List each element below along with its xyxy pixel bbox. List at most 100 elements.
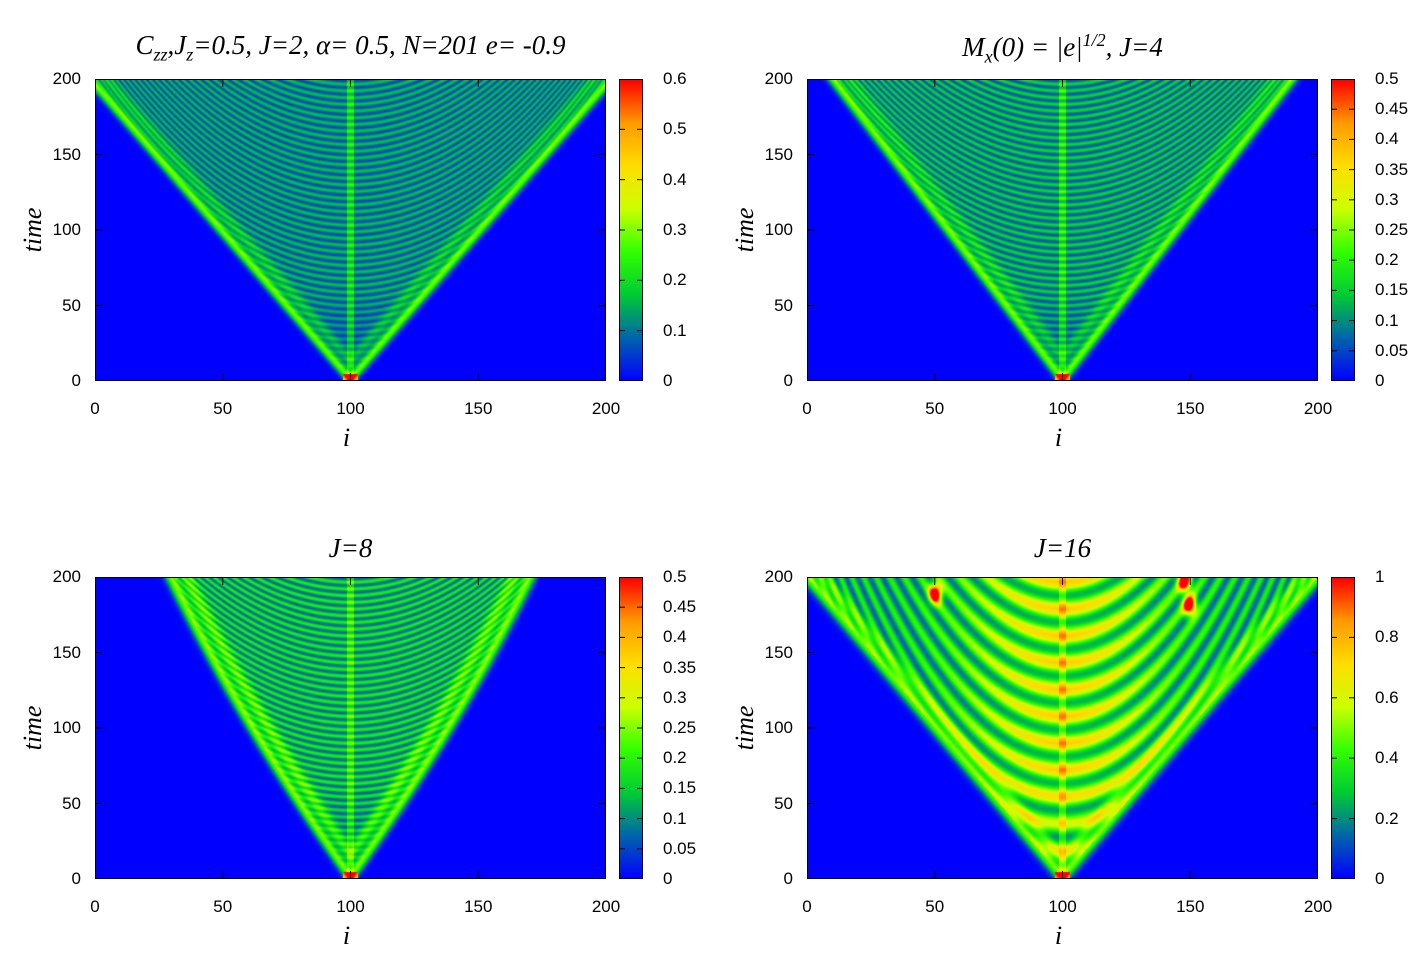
y-axis-label: time — [730, 705, 759, 751]
colorbar-tick-label: 0.4 — [663, 169, 687, 189]
y-tick-label: 200 — [764, 69, 793, 88]
colorbar-tick-label: 0.3 — [1375, 189, 1399, 209]
colorbar-tick-label: 0.5 — [663, 119, 687, 139]
y-tick-label: 50 — [62, 295, 81, 315]
heatmap-area — [807, 79, 1318, 381]
chart-title: J=8 — [328, 533, 373, 563]
colorbar-ticks — [619, 79, 643, 381]
heatmap-area — [95, 577, 606, 879]
x-tick-label: 200 — [1303, 399, 1333, 418]
y-tick-label: 100 — [52, 220, 81, 239]
x-tick-label: 150 — [464, 897, 493, 916]
x-tick-label: 50 — [213, 399, 233, 418]
y-tick-label: 50 — [774, 295, 793, 315]
colorbar-tick-label: 0.05 — [663, 838, 697, 858]
x-tick-label: 0 — [802, 897, 812, 916]
x-tick-label: 0 — [90, 399, 100, 418]
colorbar-tick-label: 0.15 — [1375, 280, 1409, 300]
colorbar-tick-label: 0.6 — [1375, 687, 1399, 707]
colorbar-tick-label: 0 — [663, 371, 673, 390]
colorbar-tick-label: 0 — [663, 869, 673, 888]
colorbar-tick-label: 0.35 — [1375, 159, 1409, 179]
x-tick-label: 100 — [1048, 399, 1077, 418]
x-tick-label: 200 — [591, 399, 621, 418]
y-tick-label: 0 — [783, 869, 793, 888]
colorbar-tick-label: 0.8 — [1375, 627, 1399, 647]
colorbar-tick-label: 0.15 — [663, 778, 697, 798]
y-tick-label: 0 — [71, 869, 81, 888]
x-tick-label: 100 — [336, 399, 365, 418]
colorbar-ticks — [1331, 577, 1355, 879]
colorbar-tick-label: 0.05 — [1375, 340, 1409, 360]
colorbar-tick-label: 0.45 — [1375, 99, 1409, 119]
y-tick-label: 150 — [52, 642, 81, 662]
y-tick-label: 200 — [52, 69, 81, 88]
colorbar-tick-label: 0.2 — [1375, 808, 1399, 828]
colorbar-tick-label: 0.25 — [663, 718, 697, 737]
chart-title: J=16 — [1033, 533, 1092, 563]
colorbar-tick-label: 0.3 — [663, 687, 687, 707]
y-tick-label: 150 — [764, 642, 793, 662]
y-axis-label: time — [18, 207, 47, 253]
x-tick-label: 150 — [1176, 897, 1205, 916]
y-tick-label: 0 — [71, 371, 81, 390]
heatmap-image — [96, 80, 605, 380]
y-tick-label: 50 — [774, 793, 793, 813]
y-tick-label: 100 — [764, 220, 793, 239]
x-tick-label: 0 — [90, 897, 100, 916]
heatmap-image — [96, 578, 605, 878]
y-tick-label: 100 — [52, 718, 81, 737]
colorbar-tick-label: 1 — [1375, 567, 1385, 586]
x-axis-label: i — [1054, 921, 1063, 950]
x-tick-label: 50 — [925, 897, 945, 916]
colorbar-tick-label: 0.35 — [663, 657, 697, 677]
colorbar-tick-label: 0.45 — [663, 597, 697, 617]
x-tick-label: 50 — [925, 399, 945, 418]
colorbar-ticks — [1331, 79, 1355, 381]
colorbar-tick-label: 0.25 — [1375, 220, 1409, 239]
x-tick-label: 200 — [1303, 897, 1333, 916]
heatmap-image — [808, 578, 1317, 878]
colorbar-tick-label: 0.4 — [1375, 129, 1399, 149]
colorbar-tick-label: 0.5 — [1375, 69, 1399, 88]
heatmap-area — [95, 79, 606, 381]
x-tick-label: 100 — [336, 897, 365, 916]
x-tick-label: 150 — [1176, 399, 1205, 418]
y-tick-label: 200 — [52, 567, 81, 586]
colorbar-tick-label: 0.2 — [663, 748, 687, 768]
y-tick-label: 50 — [62, 793, 81, 813]
colorbar-tick-label: 0.3 — [663, 220, 687, 239]
x-axis-label: i — [1054, 423, 1063, 452]
x-axis-label: i — [342, 921, 351, 950]
colorbar-tick-label: 0.4 — [1375, 748, 1399, 768]
heatmap-image — [808, 80, 1317, 380]
colorbar-tick-label: 0.2 — [1375, 250, 1399, 270]
colorbar-tick-label: 0 — [1375, 371, 1385, 390]
colorbar-tick-label: 0.6 — [663, 69, 687, 88]
y-tick-label: 100 — [764, 718, 793, 737]
y-tick-label: 150 — [52, 144, 81, 164]
colorbar-tick-label: 0.5 — [663, 567, 687, 586]
x-tick-label: 0 — [802, 399, 812, 418]
y-tick-label: 0 — [783, 371, 793, 390]
y-axis-label: time — [730, 207, 759, 253]
x-tick-label: 100 — [1048, 897, 1077, 916]
colorbar-tick-label: 0.1 — [663, 808, 687, 828]
y-tick-label: 200 — [764, 567, 793, 586]
x-axis-label: i — [342, 423, 351, 452]
colorbar-tick-label: 0.1 — [663, 320, 687, 340]
colorbar-tick-label: 0.1 — [1375, 310, 1399, 330]
y-tick-label: 150 — [764, 144, 793, 164]
x-tick-label: 150 — [464, 399, 493, 418]
colorbar-ticks — [619, 577, 643, 879]
colorbar-tick-label: 0 — [1375, 869, 1385, 888]
colorbar — [1331, 577, 1355, 879]
colorbar-tick-label: 0.4 — [663, 627, 687, 647]
heatmap-area — [807, 577, 1318, 879]
x-tick-label: 200 — [591, 897, 621, 916]
y-axis-label: time — [18, 705, 47, 751]
x-tick-label: 50 — [213, 897, 233, 916]
colorbar-tick-label: 0.2 — [663, 270, 687, 290]
chart-title: Mx(0) = |e|1/2, J=4 — [962, 30, 1163, 67]
chart-title: Czz,Jz=0.5, J=2, α= 0.5, N=201 e= -0.9 — [135, 30, 566, 65]
